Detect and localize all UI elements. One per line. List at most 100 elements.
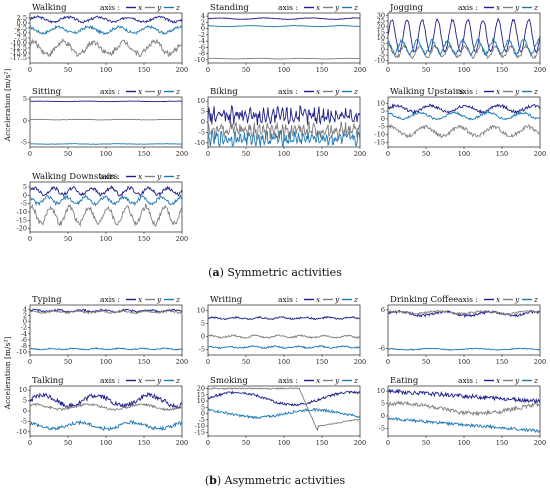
y-tick-label: -17.5	[10, 54, 27, 62]
x-tick-label: 200	[534, 358, 546, 366]
legend-label-x: x	[138, 87, 143, 96]
y-tick-label: -7.5	[14, 34, 27, 42]
y-tick-label: -10	[195, 422, 205, 430]
y-tick-label: 10	[377, 99, 385, 107]
caption-b: (b) Asymmetric activities	[205, 474, 346, 487]
x-tick-label: 100	[278, 66, 290, 74]
y-tick-label: -5	[379, 51, 385, 59]
y-tick-label: -15	[17, 216, 27, 224]
y-tick-label: -15.0	[10, 49, 27, 57]
chart-title: Typing	[32, 295, 62, 305]
x-tick-label: 0	[206, 66, 210, 74]
legend-prefix: axis :	[100, 3, 120, 12]
y-tick-label: -10	[17, 428, 27, 436]
y-tick-label: -8	[199, 50, 205, 58]
series-line-x	[207, 17, 361, 21]
x-tick-label: 150	[138, 235, 150, 243]
y-tick-label: -12.5	[10, 44, 27, 52]
x-tick-label: 50	[422, 66, 430, 74]
chart-title: Walking Upstairs	[390, 87, 464, 97]
chart-title: Talking	[32, 376, 64, 386]
x-tick-label: 200	[534, 439, 546, 447]
x-tick-label: 0	[206, 439, 210, 447]
series-line-z	[207, 344, 361, 350]
y-tick-label: 4	[23, 306, 27, 314]
x-tick-label: 150	[496, 150, 508, 158]
x-tick-label: 150	[316, 66, 328, 74]
y-tick-label: 6	[381, 306, 385, 314]
series-line-y	[207, 57, 361, 60]
legend-label-z: z	[533, 3, 538, 12]
x-tick-label: 150	[496, 358, 508, 366]
y-tick-label: 0.0	[17, 19, 27, 27]
x-tick-label: 200	[176, 235, 188, 243]
y-tick-label: 30	[377, 11, 385, 19]
y-axis-label-b-bottom: Acceleration [m/s²]	[3, 337, 12, 411]
legend-label-z: z	[175, 172, 180, 181]
legend-prefix: axis :	[458, 376, 478, 385]
y-tick-label: -2	[21, 324, 27, 332]
legend-label-x: x	[316, 295, 321, 304]
y-tick-label: -5	[199, 416, 205, 424]
y-tick-label: 5	[381, 400, 385, 408]
y-tick-label: -20	[17, 225, 27, 233]
legend-label-z: z	[175, 87, 180, 96]
y-tick-label: -6	[21, 336, 27, 344]
series-line-z	[387, 37, 541, 58]
legend-prefix: axis :	[278, 295, 298, 304]
series-line-y	[387, 400, 541, 417]
series-line-z	[207, 24, 361, 28]
y-tick-label: -6	[199, 43, 205, 51]
y-tick-label: 10	[377, 387, 385, 395]
y-tick-label: -10.0	[10, 39, 27, 47]
y-tick-label: -6	[379, 345, 385, 353]
x-tick-label: 200	[176, 66, 188, 74]
y-tick-label: -4	[199, 37, 205, 45]
y-tick-label: 2	[23, 312, 27, 320]
y-tick-label: 0	[201, 410, 205, 418]
series-line-z	[387, 110, 541, 121]
series-line-x	[207, 315, 360, 321]
y-tick-label: 0	[201, 118, 205, 126]
caption-a: (a) Symmetric activities	[208, 266, 342, 279]
legend-label-y: y	[514, 87, 520, 96]
y-tick-label: -5.0	[14, 29, 27, 37]
series-line-x	[207, 104, 361, 126]
legend-label-x: x	[316, 3, 321, 12]
chart-title: Sitting	[32, 87, 62, 97]
series-line-y	[207, 334, 361, 340]
x-tick-label: 200	[534, 150, 546, 158]
chart-walking: 0 50 100 150 200 2.50.0-2.5-5.0-7.5-10.0-12.5…	[10, 3, 188, 74]
y-tick-label: -10	[375, 131, 385, 139]
x-tick-label: 50	[242, 150, 250, 158]
y-tick-label: -10	[375, 57, 385, 65]
x-tick-label: 200	[176, 150, 188, 158]
y-tick-label: -10	[195, 56, 205, 64]
series-line-z	[29, 194, 183, 207]
legend-label-y: y	[334, 376, 340, 385]
y-tick-label: -10	[17, 348, 27, 356]
series-line-z	[29, 24, 183, 36]
series-line-y	[207, 387, 361, 431]
series-line-z	[29, 346, 183, 351]
x-tick-label: 0	[206, 150, 210, 158]
series-line-y	[387, 43, 541, 60]
legend-prefix: axis :	[458, 295, 478, 304]
x-tick-label: 150	[496, 439, 508, 447]
x-tick-label: 200	[176, 439, 188, 447]
legend-prefix: axis :	[458, 3, 478, 12]
x-tick-label: 100	[100, 439, 112, 447]
y-tick-label: 5	[23, 183, 27, 191]
x-tick-label: 200	[354, 439, 366, 447]
x-tick-label: 100	[278, 150, 290, 158]
x-tick-label: 0	[28, 439, 32, 447]
x-tick-label: 0	[206, 358, 210, 366]
chart-title: Drinking Coffee	[390, 295, 458, 305]
